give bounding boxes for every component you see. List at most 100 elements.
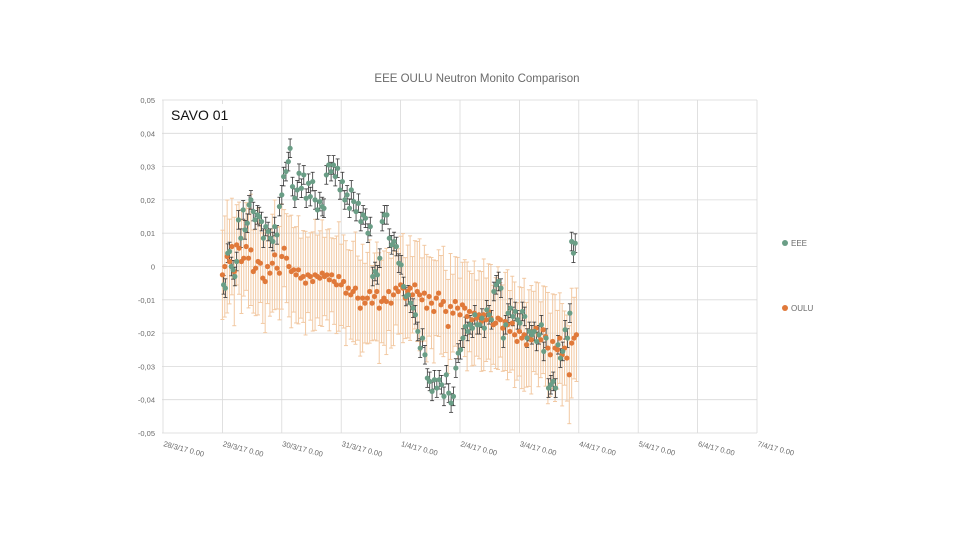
eee-point: [330, 162, 337, 168]
oulu-point: [267, 270, 273, 276]
legend-label-oulu: OULU: [791, 304, 813, 313]
eee-point: [498, 285, 504, 291]
eee-point: [448, 400, 454, 406]
oulu-point: [407, 285, 413, 291]
eee-point: [415, 328, 421, 335]
eee-point: [512, 308, 518, 315]
oulu-point: [540, 327, 546, 333]
oulu-point: [545, 345, 551, 351]
eee-point: [362, 215, 369, 221]
eee-point: [283, 168, 289, 175]
oulu-point: [433, 295, 439, 301]
x-tick-label: 7/4/17 0.00: [756, 439, 795, 457]
eee-point: [339, 178, 345, 185]
oulu-point: [424, 305, 430, 311]
eee-point: [479, 315, 485, 321]
eee-point: [358, 218, 364, 225]
oulu-point: [369, 300, 375, 306]
eee-point: [292, 195, 298, 201]
oulu-point: [417, 292, 423, 298]
eee-point: [427, 378, 433, 384]
eee-point: [557, 355, 563, 361]
eee-point: [310, 178, 316, 185]
oulu-point: [550, 338, 556, 345]
eee-point: [314, 207, 321, 213]
eee-point: [469, 325, 476, 331]
oulu-point: [386, 288, 392, 295]
eee-point: [481, 325, 487, 331]
oulu-point: [554, 347, 561, 353]
eee-point: [496, 278, 502, 285]
oulu-point: [538, 337, 544, 343]
eee-point: [307, 193, 313, 200]
eee-point: [553, 385, 559, 391]
oulu-point: [426, 293, 432, 300]
x-tick-label: 29/3/17 0.00: [222, 439, 265, 458]
oulu-point: [409, 292, 416, 298]
oulu-point: [371, 293, 378, 300]
eee-point: [410, 305, 416, 311]
eee-point: [248, 197, 254, 203]
eee-point: [312, 197, 318, 203]
chart-title: EEE OULU Neutron Monito Comparison: [374, 73, 579, 85]
oulu-point: [383, 298, 389, 305]
eee-point: [235, 217, 242, 223]
oulu-point: [493, 320, 499, 326]
oulu-point: [512, 332, 518, 338]
oulu-point: [447, 303, 454, 310]
oulu-point: [302, 280, 309, 286]
oulu-point: [483, 317, 489, 323]
eee-point: [477, 322, 483, 328]
eee-point: [453, 365, 459, 371]
x-tick-label: 1/4/17 0.00: [400, 439, 439, 457]
eee-point: [398, 262, 404, 268]
eee-point: [226, 248, 233, 255]
oulu-point: [317, 275, 323, 281]
eee-point: [505, 310, 511, 316]
eee-point: [335, 165, 341, 171]
eee-point: [560, 348, 566, 355]
eee-point: [332, 173, 338, 180]
eee-point: [323, 172, 329, 178]
oulu-point: [466, 308, 473, 315]
oulu-point: [307, 273, 313, 280]
oulu-point: [573, 332, 580, 338]
oulu-point: [219, 272, 225, 278]
eee-point: [446, 390, 452, 396]
oulu-point: [343, 290, 349, 296]
eee-point: [287, 145, 293, 151]
eee-point: [486, 312, 492, 318]
eee-point: [434, 385, 440, 391]
eee-point: [538, 322, 544, 328]
y-tick-label: 0,01: [140, 229, 155, 238]
eee-point: [457, 347, 464, 353]
eee-point: [234, 258, 240, 265]
eee-point: [346, 205, 353, 211]
eee-point: [391, 238, 397, 245]
oulu-series: [219, 242, 580, 378]
oulu-point: [364, 295, 370, 301]
oulu-point: [262, 278, 268, 285]
eee-point: [305, 180, 312, 186]
eee-point: [507, 305, 514, 311]
oulu-point: [523, 342, 530, 348]
oulu-point: [547, 352, 553, 358]
eee-point: [570, 250, 577, 256]
eee-point: [348, 187, 354, 193]
eee-point: [298, 185, 305, 191]
oulu-point: [283, 255, 290, 261]
y-tick-label: 0,02: [140, 196, 155, 205]
eee-point: [400, 283, 407, 290]
oulu-point: [376, 305, 382, 311]
eee-point: [250, 208, 256, 215]
oulu-point: [274, 265, 280, 271]
eee-point: [274, 232, 280, 238]
eee-point: [246, 202, 252, 208]
eee-point: [491, 288, 497, 295]
oulu-point: [507, 328, 513, 335]
oulu-point: [300, 273, 306, 280]
eee-point: [534, 338, 540, 345]
eee-point: [232, 273, 238, 280]
eee-point: [429, 388, 435, 394]
